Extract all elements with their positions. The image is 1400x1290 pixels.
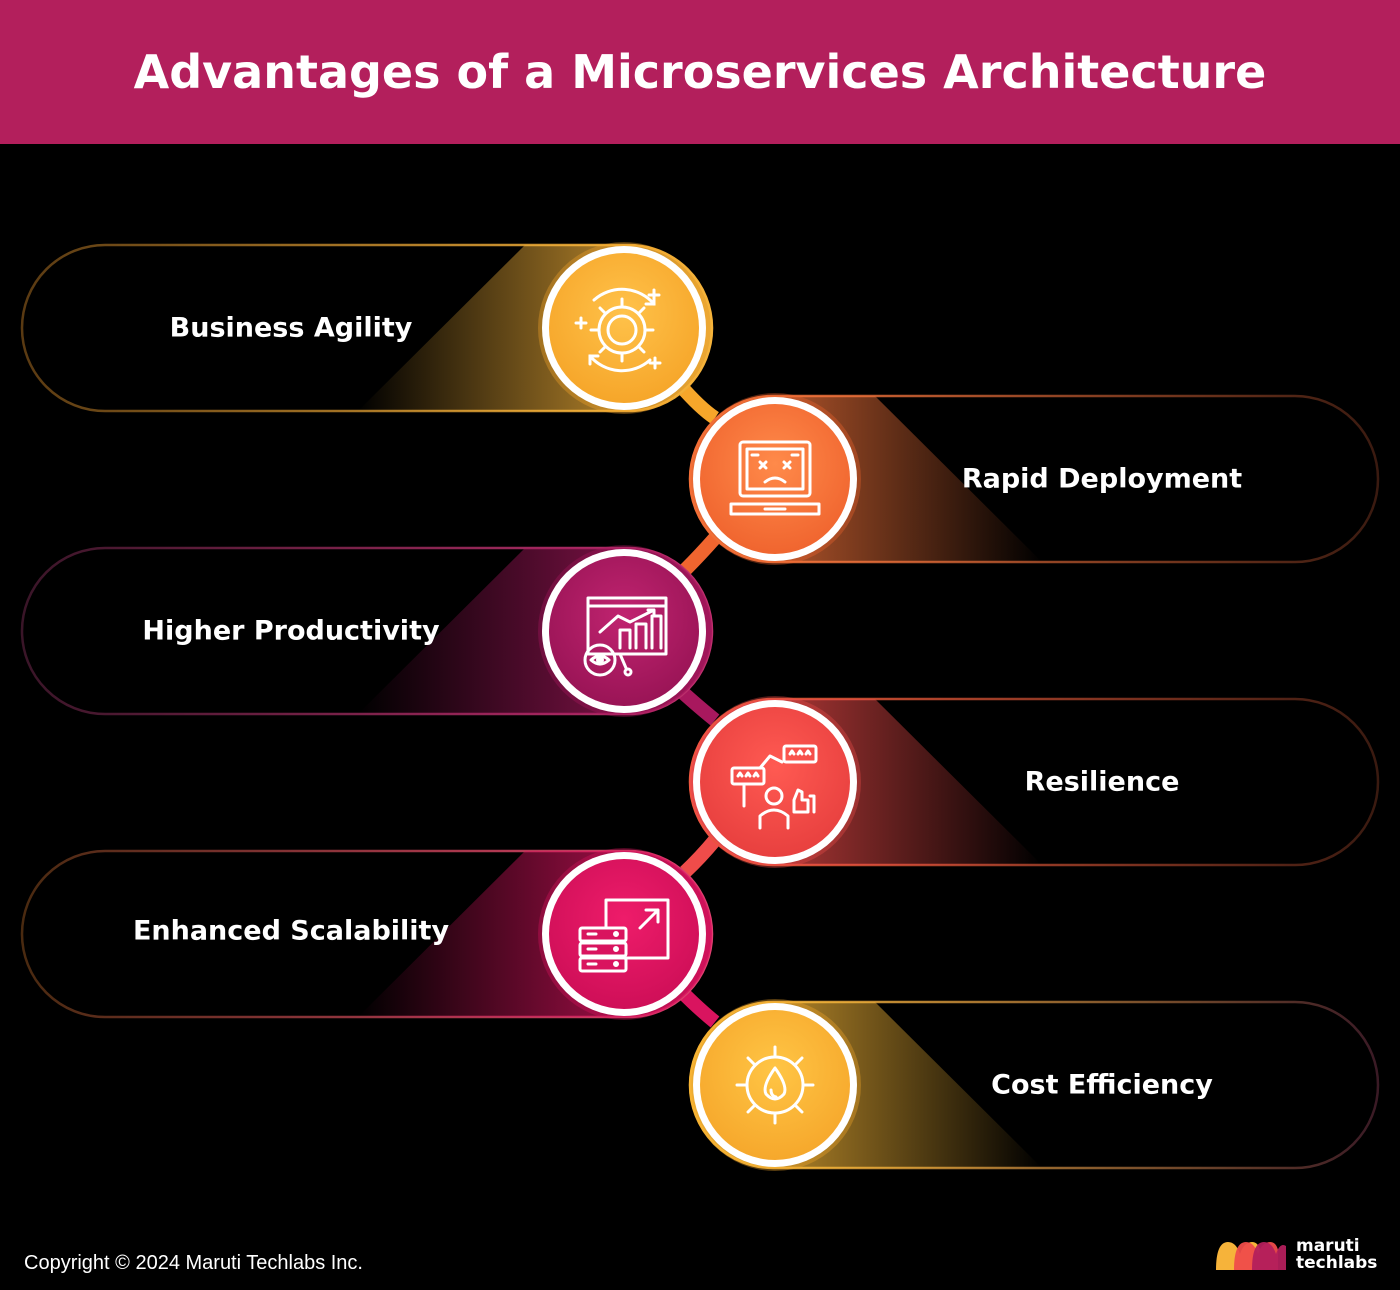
people-feedback-icon	[730, 744, 818, 830]
item-label-cost-efficiency: Cost Efficiency	[991, 1069, 1213, 1101]
brand-logo	[1216, 1242, 1286, 1270]
gear-cycle-icon	[574, 287, 662, 373]
gear-drop-icon	[735, 1045, 815, 1125]
item-label-higher-productivity: Higher Productivity	[142, 615, 440, 647]
header-banner: Advantages of a Microservices Architectu…	[0, 0, 1400, 144]
brand-name: maruti techlabs	[1296, 1238, 1377, 1272]
page-title: Advantages of a Microservices Architectu…	[133, 45, 1267, 99]
row-business-agility	[20, 242, 714, 414]
item-label-resilience: Resilience	[1024, 766, 1180, 798]
laptop-error-icon	[729, 440, 821, 516]
presentation-chart-icon	[583, 596, 668, 677]
copyright-text: Copyright © 2024 Maruti Techlabs Inc.	[24, 1252, 363, 1274]
item-label-business-agility: Business Agility	[169, 312, 413, 344]
item-label-rapid-deployment: Rapid Deployment	[961, 463, 1243, 495]
row-enhanced-scalability	[20, 848, 714, 1020]
brand-line1: maruti	[1296, 1236, 1360, 1256]
row-cost-efficiency	[688, 999, 1380, 1171]
row-higher-productivity	[20, 545, 714, 717]
brand-mark-magenta	[1252, 1242, 1286, 1270]
server-scale-icon	[578, 898, 670, 973]
row-rapid-deployment	[688, 393, 1380, 565]
row-resilience	[688, 696, 1380, 868]
brand-line2: techlabs	[1296, 1253, 1378, 1273]
item-label-enhanced-scalability: Enhanced Scalability	[132, 915, 450, 947]
